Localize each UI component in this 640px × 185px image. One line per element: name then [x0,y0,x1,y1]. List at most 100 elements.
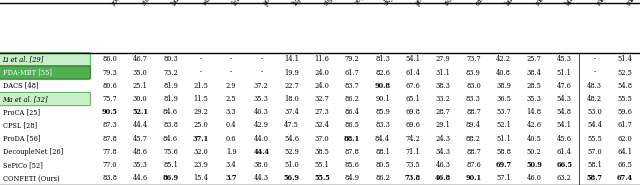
Text: bus: bus [504,0,517,7]
Text: 61.7: 61.7 [345,69,360,77]
Text: pole*: pole* [261,0,278,7]
Text: 54.1: 54.1 [557,122,572,130]
Text: 84.6: 84.6 [163,108,178,116]
Text: 86.2: 86.2 [375,174,390,182]
Text: 87.3: 87.3 [102,122,117,130]
Text: ProDA [56]: ProDA [56] [3,135,40,143]
Text: 58.1: 58.1 [587,161,602,169]
Text: 31.1: 31.1 [436,69,451,77]
Text: 48.6: 48.6 [132,148,148,156]
Text: Li et al. [29]: Li et al. [29] [3,55,44,63]
Text: 3.3: 3.3 [226,108,236,116]
FancyBboxPatch shape [0,66,90,79]
Text: 62.0: 62.0 [618,135,632,143]
Text: 73.8: 73.8 [404,174,421,182]
Text: person: person [413,0,433,7]
Text: 45.3: 45.3 [557,55,572,63]
Text: 47.6: 47.6 [557,82,572,90]
Text: CONFETI (Ours): CONFETI (Ours) [3,174,59,182]
Text: 44.0: 44.0 [254,135,269,143]
Text: 42.2: 42.2 [496,55,511,63]
Text: 88.1: 88.1 [375,148,390,156]
Text: 42.6: 42.6 [527,122,541,130]
Text: 25.7: 25.7 [527,55,541,63]
Text: 37.2: 37.2 [254,82,269,90]
Text: rider: rider [443,0,459,7]
Text: 35.0: 35.0 [132,69,148,77]
Text: 54.6: 54.6 [284,135,299,143]
Text: 80.6: 80.6 [102,82,117,90]
Text: 33.2: 33.2 [436,95,451,103]
Text: DACS [48]: DACS [48] [3,82,38,90]
FancyBboxPatch shape [0,92,90,106]
Text: 71.1: 71.1 [405,148,420,156]
Text: 44.4: 44.4 [132,122,148,130]
Text: 86.4: 86.4 [345,108,360,116]
Text: 88.1: 88.1 [344,135,360,143]
Text: 24.3: 24.3 [436,135,451,143]
Text: 83.9: 83.9 [466,69,481,77]
Text: 54.8: 54.8 [557,108,572,116]
Text: mIoU: mIoU [595,0,612,7]
Text: 81.9: 81.9 [163,82,178,90]
Text: 58.8: 58.8 [496,148,511,156]
Text: 89.4: 89.4 [466,122,481,130]
Text: 25.0: 25.0 [193,122,208,130]
Text: 86.2: 86.2 [345,95,360,103]
Text: 54.4: 54.4 [587,122,602,130]
Text: 61.4: 61.4 [557,148,572,156]
Text: 87.8: 87.8 [345,148,360,156]
Text: 52.9: 52.9 [284,148,299,156]
Text: 32.4: 32.4 [314,122,330,130]
Text: ProCA [25]: ProCA [25] [3,108,40,116]
Text: 24.0: 24.0 [314,69,330,77]
Text: 0.4: 0.4 [226,122,236,130]
Text: 83.3: 83.3 [466,95,481,103]
Text: 46.0: 46.0 [527,174,541,182]
Text: 53.7: 53.7 [496,108,511,116]
Text: building: building [170,0,193,7]
Text: sideway: sideway [140,0,163,7]
Text: 52.1: 52.1 [132,108,148,116]
Text: 87.6: 87.6 [466,161,481,169]
Text: 38.3: 38.3 [436,82,451,90]
Text: 35.3: 35.3 [132,161,148,169]
Text: 27.3: 27.3 [314,108,330,116]
Text: 55.5: 55.5 [618,95,632,103]
Text: 84.9: 84.9 [345,174,360,182]
Text: 0.6: 0.6 [226,135,236,143]
Text: 45.6: 45.6 [557,135,572,143]
Text: 37.4: 37.4 [284,108,299,116]
Text: 77.8: 77.8 [102,148,117,156]
Text: bike: bike [564,0,579,7]
Text: 27.9: 27.9 [436,55,451,63]
Text: 80.5: 80.5 [375,161,390,169]
Text: 15.4: 15.4 [193,174,208,182]
Text: car: car [474,0,486,7]
Text: 83.3: 83.3 [375,122,390,130]
Text: 83.8: 83.8 [163,122,178,130]
Text: 56.9: 56.9 [284,174,300,182]
Text: 14.8: 14.8 [527,108,541,116]
Text: 58.7: 58.7 [586,174,603,182]
Text: -: - [230,69,232,77]
Text: 51.1: 51.1 [557,69,572,77]
Text: mIoU*: mIoU* [625,0,640,7]
Text: fence*: fence* [231,0,250,7]
Text: 11.5: 11.5 [193,95,208,103]
Text: 87.8: 87.8 [102,135,117,143]
Text: -: - [593,69,596,77]
Text: 29.1: 29.1 [436,122,451,130]
Text: 32.0: 32.0 [193,148,208,156]
Text: 74.2: 74.2 [405,135,420,143]
Text: 55.1: 55.1 [314,161,330,169]
Text: 55.5: 55.5 [314,174,330,182]
Text: 65.1: 65.1 [405,95,420,103]
Text: 79.3: 79.3 [102,69,117,77]
Text: 73.7: 73.7 [466,55,481,63]
Text: sign: sign [322,0,337,7]
Text: 2.9: 2.9 [226,82,236,90]
Text: FDA-MBT [55]: FDA-MBT [55] [3,69,52,77]
Text: 22.7: 22.7 [284,82,299,90]
FancyBboxPatch shape [0,53,90,66]
